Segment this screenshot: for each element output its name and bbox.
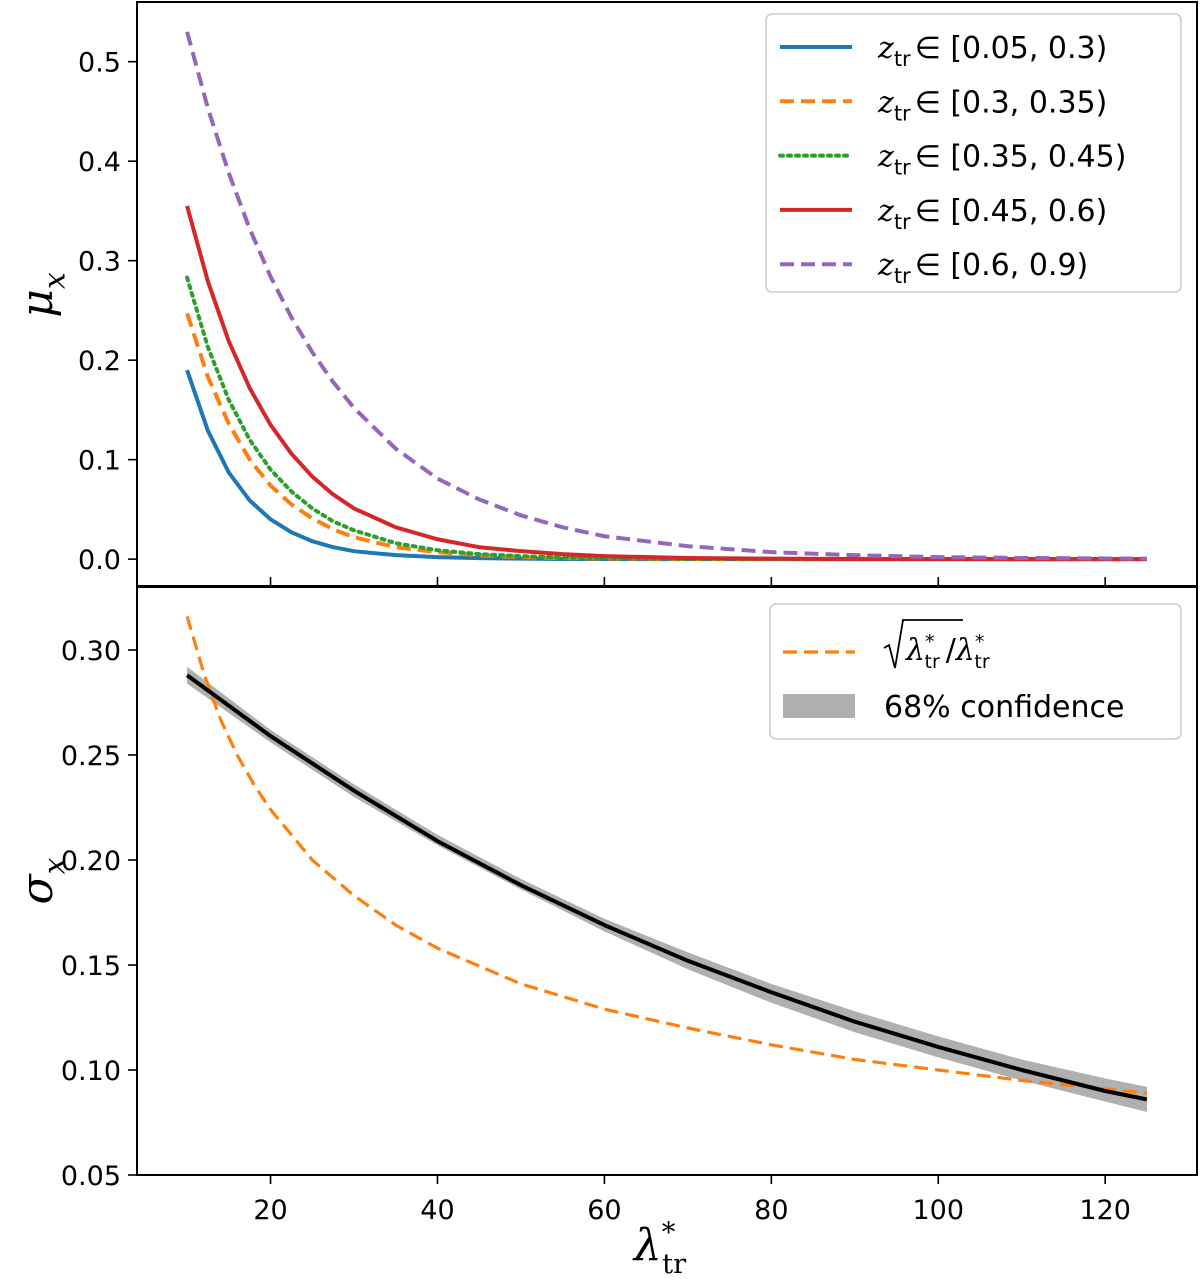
legend-sub: tr <box>894 47 911 71</box>
legend-sqrt-label: λ* tr/λ* tr <box>905 631 990 673</box>
bottom-ylabel-text: σx <box>12 857 72 904</box>
legend-rest: ∈ [0.3, 0.35) <box>915 85 1108 120</box>
bottom-xtick-label: 80 <box>754 1195 788 1226</box>
legend-band-label: 68% confidence <box>884 690 1124 725</box>
legend-band-swatch <box>783 694 855 718</box>
bottom-ytick-label: 0.10 <box>61 1056 121 1087</box>
series-line-5 <box>185 31 1147 561</box>
bottom-xlabel-text: λ* tr <box>632 1218 687 1276</box>
legend-label-1: ztr ∈ [0.05, 0.3) <box>877 31 1107 71</box>
bottom-ytick-label: 0.25 <box>61 741 121 772</box>
bottom-ylabel: σx <box>12 857 72 904</box>
bottom-ylabel-symbol: σ <box>12 872 63 904</box>
legend-var: z <box>877 248 894 283</box>
legend-layer: ztr ∈ [0.05, 0.3)ztr ∈ [0.3, 0.35)ztr ∈ [0.… <box>765 13 1182 740</box>
axes-layer: 0.0 0.1 0.2 0.3 0.4 0.5 20 40 60 80 100 120 0.05 0.10… <box>12 1 1198 1281</box>
bottom-xtick-label: 40 <box>420 1195 454 1226</box>
bottom-xtick-label: 20 <box>253 1195 287 1226</box>
confidence-band <box>187 666 1147 1112</box>
top-ylabel-text: μx <box>12 272 72 318</box>
series-line-2 <box>185 312 1147 562</box>
legend-sub: tr <box>894 210 911 234</box>
legend-var: z <box>877 85 894 120</box>
bottom-ylabel-sub: x <box>37 857 72 874</box>
legend-sqrt-symbol-2: λ <box>955 633 975 668</box>
legend-sqrt-sup-1: * <box>925 631 935 653</box>
sqrt-lambda-line <box>185 615 1148 1095</box>
top-ytick-label: 0.3 <box>78 247 121 278</box>
legend-sub: tr <box>894 156 911 180</box>
bottom-xlabel-sub: tr <box>662 1249 687 1276</box>
top-ytick-label: 0.2 <box>78 346 121 377</box>
legend-rest: ∈ [0.35, 0.45) <box>915 140 1127 175</box>
legend-rest: ∈ [0.05, 0.3) <box>915 31 1108 66</box>
bottom-xlabel-symbol: λ <box>632 1220 662 1271</box>
series-line-3 <box>185 275 1149 562</box>
top-ytick-label: 0.0 <box>78 545 121 576</box>
top-ylabel-sub: x <box>37 272 72 289</box>
legend-sqrt-sup-2: * <box>975 631 985 653</box>
bottom-axes-frame <box>136 586 1198 1176</box>
legend-sub: tr <box>894 101 911 125</box>
legend-label-4: ztr ∈ [0.45, 0.6) <box>877 194 1107 234</box>
top-lines-layer <box>185 31 1149 562</box>
legend-label-2: ztr ∈ [0.3, 0.35) <box>877 85 1107 125</box>
legend-rest: ∈ [0.45, 0.6) <box>915 194 1108 229</box>
bottom-xtick-label: 60 <box>587 1195 621 1226</box>
bottom-xtick-label: 100 <box>912 1195 964 1226</box>
bottom-ytick-label: 0.20 <box>61 846 121 877</box>
series-line-4 <box>185 205 1147 562</box>
legend-var: z <box>877 31 894 66</box>
legend-label-3: ztr ∈ [0.35, 0.45) <box>877 140 1126 180</box>
top-ytick-label: 0.4 <box>78 147 121 178</box>
legend-sub: tr <box>894 264 911 288</box>
top-legend-box <box>765 13 1182 293</box>
legend-sqrt-symbol-1: λ <box>905 633 925 668</box>
bottom-xlabel: λ* tr <box>632 1218 687 1281</box>
sqrt-radical <box>883 619 963 669</box>
legend-label-5: ztr ∈ [0.6, 0.9) <box>877 248 1088 288</box>
legend-var: z <box>877 194 894 229</box>
top-ylabel: μx <box>12 272 72 318</box>
bottom-ytick-label: 0.15 <box>61 951 121 982</box>
series-line-1 <box>185 369 1147 562</box>
bottom-ytick-label: 0.05 <box>61 1161 121 1192</box>
top-ytick-label: 0.5 <box>78 48 121 79</box>
bottom-xlabel-sup: * <box>662 1218 676 1249</box>
bottom-ytick-label: 0.30 <box>61 636 121 667</box>
legend-var: z <box>877 140 894 175</box>
bottom-lines-layer <box>185 615 1148 1102</box>
legend-sqrt-sub-1: tr <box>925 651 940 673</box>
band-layer <box>187 666 1147 1112</box>
legend-slash: / <box>946 633 957 668</box>
legend-rest: ∈ [0.6, 0.9) <box>915 248 1089 283</box>
fit-line <box>185 673 1148 1102</box>
bottom-xtick-label: 120 <box>1079 1195 1131 1226</box>
bottom-legend-box <box>769 603 1182 740</box>
top-ylabel-symbol: μ <box>12 289 63 318</box>
legend-sqrt-sub-2: tr <box>974 651 989 673</box>
top-ytick-label: 0.1 <box>78 446 121 477</box>
